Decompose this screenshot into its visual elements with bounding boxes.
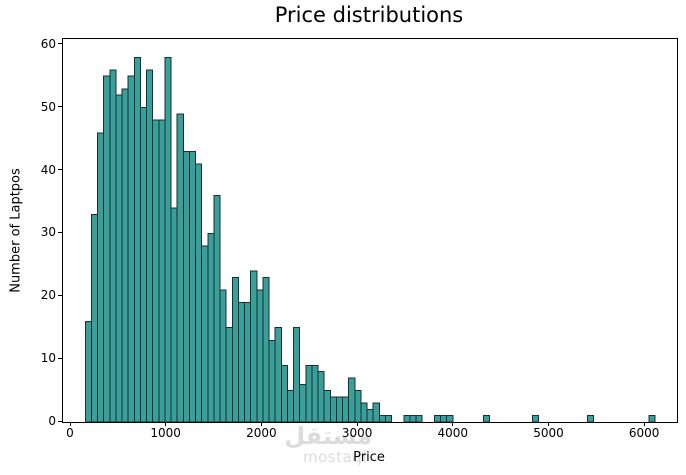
histogram-bar [311, 364, 319, 422]
histogram-bar [250, 270, 258, 422]
histogram-bar [146, 69, 154, 422]
histogram-bar [415, 415, 423, 422]
histogram-bar [403, 415, 411, 422]
histogram-bar [176, 113, 184, 422]
histogram-bar [280, 364, 288, 422]
histogram-bar [286, 390, 295, 422]
x-tick-label: 0 [66, 426, 74, 440]
x-tick-mark [356, 422, 358, 426]
histogram-bar [164, 56, 172, 422]
y-tick-label: 20 [40, 288, 56, 303]
histogram-bar [109, 69, 117, 422]
histogram-bar [133, 56, 141, 422]
histogram-bar [195, 163, 203, 422]
y-tick-label: 0 [48, 414, 56, 428]
histogram-bar [335, 396, 344, 422]
histogram-bar [342, 396, 350, 422]
histogram-bar [274, 327, 282, 422]
histogram-bar [103, 75, 111, 422]
histogram-bar [237, 302, 246, 422]
y-tick-mark [58, 231, 62, 233]
histogram-bar [170, 207, 178, 422]
histogram-bar [231, 276, 239, 422]
histogram-bar [360, 402, 368, 422]
histogram-bar [219, 289, 227, 422]
watermark-arabic-text: مستقل [284, 422, 372, 450]
histogram-bar [207, 232, 215, 422]
histogram-bar [409, 415, 417, 422]
histogram-bar [84, 320, 92, 422]
histogram-bar [323, 390, 331, 422]
histogram-bar [348, 377, 356, 422]
y-tick-label: 50 [40, 99, 56, 114]
chart-title: Price distributions [274, 3, 464, 27]
histogram-bar [97, 132, 105, 422]
histogram-bar [201, 245, 209, 422]
x-tick-mark [643, 422, 645, 426]
histogram-bar [482, 415, 491, 422]
y-tick-mark [58, 420, 62, 422]
y-tick-label: 30 [40, 225, 56, 240]
x-tick-label: 1000 [150, 426, 181, 440]
y-tick-label: 40 [40, 162, 56, 177]
histogram-bar [648, 415, 656, 422]
y-tick-label: 60 [40, 36, 56, 51]
x-tick-label: 2000 [246, 426, 277, 440]
x-tick-label: 5000 [533, 426, 564, 440]
histogram-bar [372, 402, 380, 422]
histogram-bar [127, 75, 135, 422]
histogram-bar [213, 195, 221, 422]
y-tick-label: 10 [40, 351, 56, 366]
histogram-bar [378, 415, 386, 422]
x-tick-mark [260, 422, 262, 426]
x-tick-label: 6000 [628, 426, 660, 440]
x-tick-mark [452, 422, 454, 426]
histogram-bar [299, 383, 307, 422]
y-tick-mark [58, 169, 62, 170]
histogram-bar [384, 415, 393, 422]
histogram-bar [433, 415, 442, 422]
y-tick-mark [58, 294, 62, 296]
histogram-bar [182, 151, 190, 422]
histogram-bar [329, 396, 337, 422]
histogram-bar [139, 107, 148, 422]
y-tick-mark [58, 43, 62, 45]
histogram-bar [244, 302, 252, 422]
x-tick-mark [548, 422, 549, 426]
watermark-latin-text: mostaql [303, 448, 367, 466]
histogram-bar [531, 415, 540, 422]
x-tick-mark [69, 422, 71, 426]
histogram-bar [90, 214, 99, 422]
histogram-bar [587, 415, 595, 422]
histogram-bar [354, 390, 362, 422]
plot-area [62, 38, 678, 423]
histogram-bar [317, 371, 325, 422]
histogram-bar [152, 119, 160, 422]
histogram-bar [256, 289, 264, 422]
y-tick-mark [58, 106, 62, 108]
y-tick-mark [58, 357, 62, 359]
histogram-bar [440, 415, 448, 422]
histogram-bar [158, 119, 166, 422]
histogram-bar [366, 408, 374, 422]
x-tick-label: 3000 [341, 426, 373, 440]
histogram-bars [84, 56, 656, 422]
x-tick-mark [165, 422, 167, 426]
y-axis-label: Number of Laptpos [8, 168, 24, 293]
histogram-bar [268, 339, 276, 422]
histogram-bar [262, 276, 270, 422]
histogram-bar [225, 327, 233, 422]
x-tick-label: 4000 [437, 426, 469, 440]
histogram-bar [305, 364, 313, 422]
histogram-bar [188, 151, 197, 422]
histogram-bar [115, 94, 123, 422]
histogram-bar [293, 327, 301, 422]
x-axis-label: Price [353, 450, 385, 465]
histogram-bar [121, 88, 129, 422]
